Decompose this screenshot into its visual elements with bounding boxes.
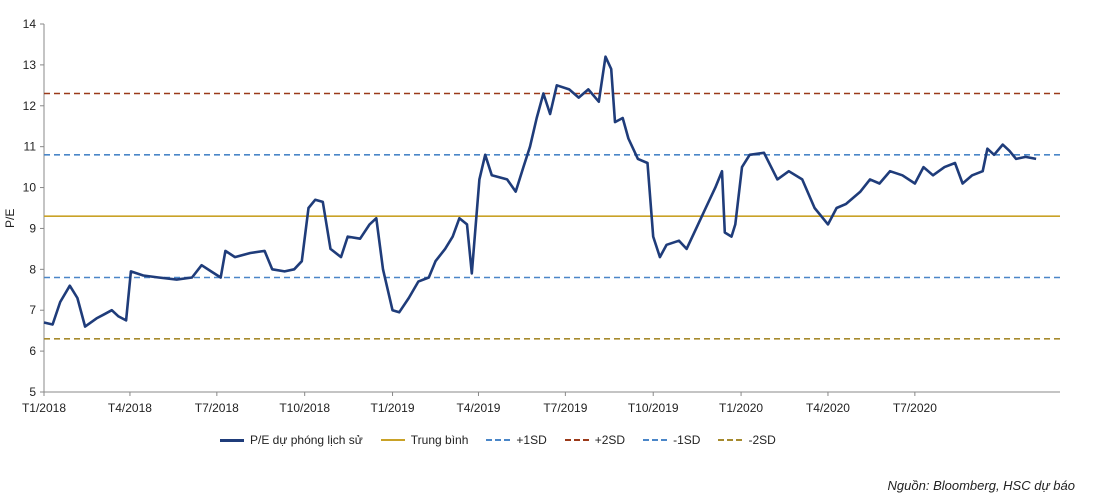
legend-swatch: [718, 439, 743, 441]
chart-axes: [40, 23, 1060, 396]
legend-label: P/E dự phóng lịch sử: [250, 433, 363, 447]
y-tick-label: 13: [23, 58, 37, 72]
y-tick-label: 11: [24, 140, 37, 154]
y-axis-label: P/E: [3, 209, 17, 228]
x-tick-label: T1/2020: [719, 401, 763, 415]
pe-series-line: [43, 55, 1037, 328]
legend-item: P/E dự phóng lịch sử: [220, 433, 363, 447]
legend-item: +1SD: [486, 433, 547, 447]
x-tick-labels: T1/2018 T4/2018 T7/2018 T10/2018 T1/2019 T4/2…: [22, 401, 937, 415]
x-tick-label: T1/2018: [22, 401, 66, 415]
x-tick-label: T4/2020: [806, 401, 850, 415]
legend-label: +2SD: [594, 433, 626, 447]
legend-label: -1SD: [673, 433, 701, 447]
series-lines: [43, 55, 1037, 328]
legend-item: -2SD: [718, 433, 776, 447]
y-tick-label: 6: [29, 344, 36, 358]
y-tick-label: 5: [29, 385, 36, 399]
y-tick-label: 14: [23, 17, 37, 31]
x-tick-label: T10/2018: [279, 401, 330, 415]
legend-swatch: [643, 439, 668, 441]
legend-label: +1SD: [516, 433, 547, 447]
legend-swatch: [380, 439, 405, 441]
y-tick-label: 7: [29, 303, 36, 317]
x-tick-label: T4/2019: [456, 401, 500, 415]
legend-item: +2SD: [564, 433, 626, 447]
legend-swatch: [220, 438, 244, 442]
y-tick-label: 8: [29, 262, 36, 276]
x-tick-label: T4/2018: [108, 401, 152, 415]
legend-item: -1SD: [643, 433, 700, 447]
y-tick-labels: 5 6 7 8 9 10 11 12 13 14: [23, 17, 37, 399]
legend-item: Trung bình: [380, 433, 469, 447]
chart-legend: P/E dự phóng lịch sử Trung bình +1SD +2SD -1…: [220, 433, 794, 447]
x-tick-label: T7/2020: [893, 401, 937, 415]
y-tick-label: 9: [29, 221, 36, 235]
x-tick-label: T1/2019: [371, 401, 415, 415]
x-tick-label: T10/2019: [628, 401, 679, 415]
legend-label: -2SD: [748, 433, 776, 447]
legend-label: Trung bình: [410, 433, 469, 447]
legend-swatch: [486, 439, 511, 441]
y-tick-label: 10: [23, 181, 37, 195]
reference-lines: [44, 92, 1060, 340]
x-tick-label: T7/2019: [543, 401, 587, 415]
x-tick-label: T7/2018: [195, 401, 239, 415]
y-tick-label: 12: [23, 99, 37, 113]
legend-swatch: [564, 439, 589, 441]
source-note: Nguồn: Bloomberg, HSC dự báo: [887, 478, 1075, 493]
